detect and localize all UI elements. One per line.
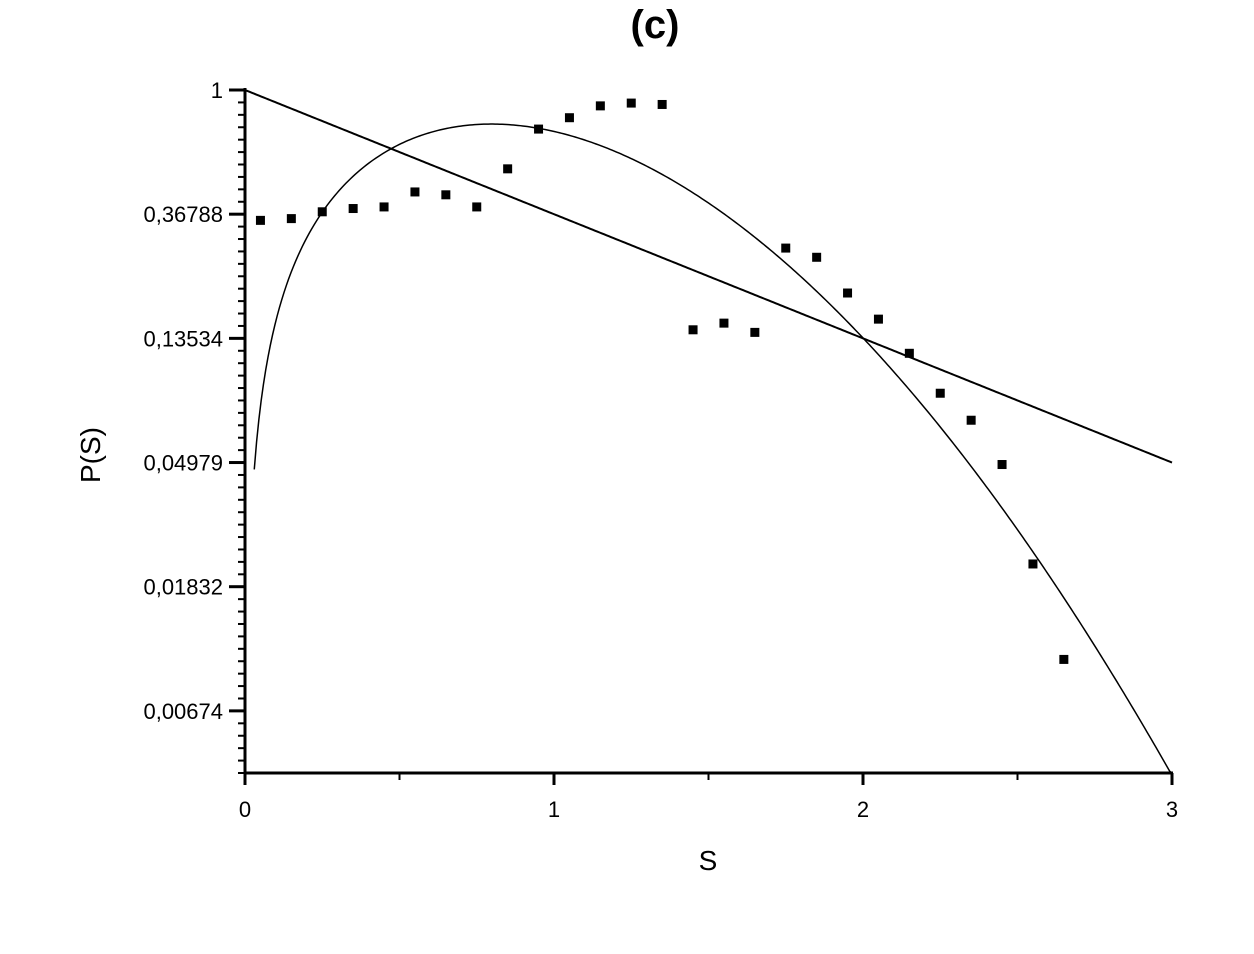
data-point bbox=[812, 252, 822, 262]
data-point bbox=[781, 243, 791, 253]
x-tick-label: 0 bbox=[239, 797, 251, 822]
data-point bbox=[534, 124, 544, 134]
y-axis-title: P(S) bbox=[75, 427, 106, 483]
data-point bbox=[1059, 654, 1069, 664]
x-tick-label: 1 bbox=[548, 797, 560, 822]
y-tick-label: 1 bbox=[211, 78, 223, 103]
x-tick-label: 3 bbox=[1166, 797, 1178, 822]
curve-wigner bbox=[253, 123, 1173, 774]
y-tick-label: 0,04979 bbox=[143, 451, 223, 476]
plot-area bbox=[244, 89, 1173, 774]
data-point bbox=[379, 202, 389, 212]
data-point bbox=[317, 207, 327, 217]
data-point bbox=[564, 113, 574, 123]
data-point bbox=[348, 204, 358, 214]
data-point bbox=[750, 327, 760, 337]
data-point bbox=[843, 288, 853, 298]
data-point bbox=[904, 348, 914, 358]
data-point bbox=[688, 325, 698, 335]
data-point bbox=[503, 164, 513, 174]
data-point bbox=[441, 190, 451, 200]
data-point bbox=[935, 388, 945, 398]
data-point bbox=[1028, 559, 1038, 569]
data-point bbox=[997, 460, 1007, 470]
curve-exponential bbox=[244, 89, 1173, 464]
data-point bbox=[595, 101, 605, 111]
data-point bbox=[410, 187, 420, 197]
chart-title: (c) bbox=[631, 3, 680, 47]
data-point bbox=[626, 98, 636, 108]
data-point bbox=[966, 415, 976, 425]
data-point bbox=[657, 99, 667, 109]
y-tick-label: 0,00674 bbox=[143, 699, 223, 724]
x-axis-title: S bbox=[699, 845, 718, 876]
y-tick-label: 0,13534 bbox=[143, 326, 223, 351]
x-tick-label: 2 bbox=[857, 797, 869, 822]
data-point bbox=[719, 318, 729, 328]
data-point bbox=[472, 202, 482, 212]
axes: 1 0,36788 0,13534 0,04979 0,01832 0,00674 0 1 2 3 bbox=[143, 78, 1178, 822]
y-tick-label: 0,01832 bbox=[143, 575, 223, 600]
data-point bbox=[873, 314, 883, 324]
data-point bbox=[286, 214, 296, 224]
data-point bbox=[255, 215, 265, 225]
y-tick-label: 0,36788 bbox=[143, 202, 223, 227]
